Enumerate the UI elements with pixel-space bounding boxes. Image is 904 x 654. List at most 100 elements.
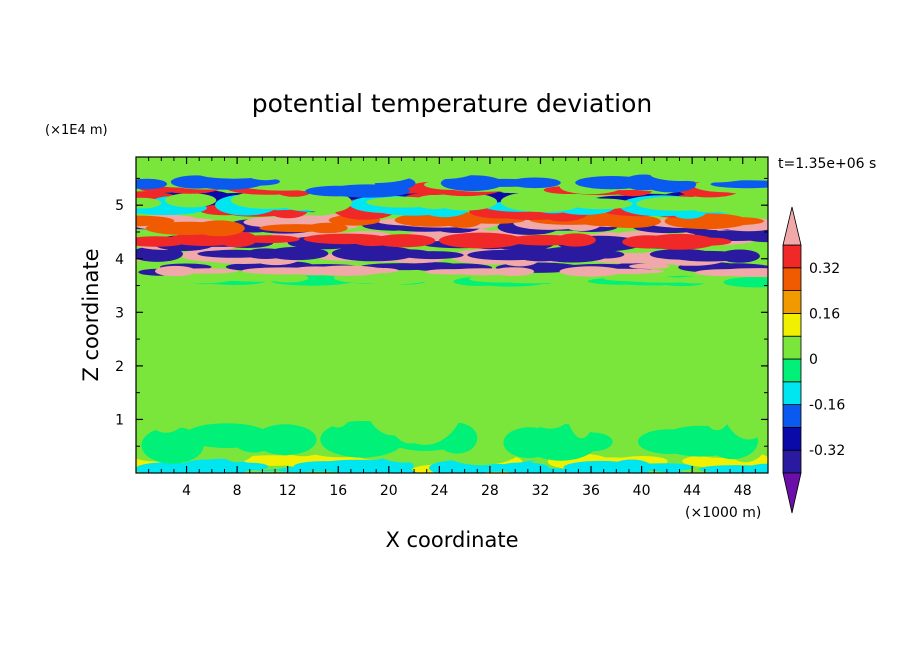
contour-patch xyxy=(136,462,198,473)
contour-patch xyxy=(155,265,196,277)
y-tick-label: 1 xyxy=(115,412,124,428)
x-unit-label: (×1000 m) xyxy=(685,505,761,521)
contour-patch xyxy=(141,426,204,464)
contour-patch xyxy=(723,277,768,288)
contour-patch xyxy=(227,462,269,471)
contour-patch xyxy=(690,237,732,246)
contour-patch xyxy=(193,220,245,237)
contour-patch xyxy=(598,302,662,413)
contour-patch xyxy=(300,191,352,213)
contour-patch xyxy=(442,280,484,412)
colorbar-segment xyxy=(782,381,802,405)
contour-patch xyxy=(664,290,749,423)
colorbar-segment xyxy=(782,449,802,474)
contour-patch xyxy=(310,265,384,276)
colorbar-tick-label: 0 xyxy=(809,352,818,368)
y-tick-label: 4 xyxy=(115,252,124,268)
contour-patch xyxy=(136,165,193,177)
contour-patch xyxy=(136,236,187,247)
contour-patch xyxy=(712,321,764,389)
contour-patch xyxy=(254,424,317,456)
contour-patch xyxy=(632,463,695,472)
contour-patch xyxy=(331,162,416,184)
colorbar-segment xyxy=(782,335,802,360)
x-tick-label: 36 xyxy=(582,483,600,499)
contour-field xyxy=(136,157,768,473)
colorbar-segment xyxy=(782,244,802,269)
colorbar-segment xyxy=(782,404,802,428)
contour-patch xyxy=(237,235,300,244)
x-tick-label: 32 xyxy=(532,483,550,499)
contour-patch xyxy=(642,233,717,250)
contour-patch xyxy=(164,193,217,208)
contour-patch xyxy=(555,233,596,247)
contour-patch xyxy=(434,193,498,211)
contour-patch xyxy=(136,197,162,209)
x-tick-label: 40 xyxy=(633,483,651,499)
y-axis: 1 2 3 4 5 xyxy=(115,177,768,447)
contour-patch xyxy=(403,276,444,282)
colorbar-tick-label: 0.32 xyxy=(809,261,840,277)
x-tick-label: 12 xyxy=(279,483,297,499)
chart-title: potential temperature deviation xyxy=(252,89,652,118)
colorbar-top-arrow xyxy=(782,206,802,246)
colorbar-tick-label: -0.16 xyxy=(809,398,845,414)
contour-patch xyxy=(355,274,429,285)
contour-patch xyxy=(328,304,381,393)
contour-patch xyxy=(438,232,523,249)
contour-patch xyxy=(719,249,760,263)
x-axis-label: X coordinate xyxy=(385,528,518,552)
contour-patch xyxy=(570,198,633,210)
colorbar-segment xyxy=(782,426,802,451)
contour-patch xyxy=(537,273,590,284)
colorbar-bottom-arrow xyxy=(782,472,802,514)
time-label: t=1.35e+06 s xyxy=(778,156,876,172)
contour-patch xyxy=(401,251,464,260)
contour-patch xyxy=(583,250,625,259)
x-tick-label: 48 xyxy=(734,483,752,499)
y-axis-label: Z coordinate xyxy=(79,248,103,381)
y-tick-label: 3 xyxy=(115,305,124,321)
contour-patch xyxy=(500,191,585,213)
colorbar-segment xyxy=(782,267,802,291)
x-tick-label: 20 xyxy=(380,483,398,499)
colorbar-tick-label: -0.32 xyxy=(809,443,845,459)
x-tick-label: 44 xyxy=(683,483,701,499)
colorbar-segment xyxy=(782,358,802,383)
contour-patch xyxy=(358,267,399,274)
contour-patch xyxy=(266,246,329,261)
contour-patch xyxy=(136,309,175,398)
x-tick-label: 4 xyxy=(182,483,191,499)
contour-patch xyxy=(746,463,768,473)
contour-patch xyxy=(580,268,665,275)
contour-patch xyxy=(175,268,238,274)
y-tick-label: 5 xyxy=(115,198,124,214)
contour-patch xyxy=(719,157,760,173)
contour-patch xyxy=(136,275,181,285)
contour-patch xyxy=(673,276,725,284)
contour-patch xyxy=(493,267,535,276)
contour-patch xyxy=(307,222,348,234)
colorbar: -0.32 -0.16 0 0.16 0.32 xyxy=(782,206,845,514)
x-tick-label: 16 xyxy=(329,483,347,499)
colorbar-tick-label: 0.16 xyxy=(809,306,840,322)
contour-patch xyxy=(509,177,561,189)
contour-patch xyxy=(710,180,768,189)
contour-patch xyxy=(629,263,670,269)
y-unit-label: (×1E4 m) xyxy=(45,123,108,138)
contour-patch xyxy=(136,178,168,190)
contour-patch xyxy=(193,269,245,401)
contour-patch xyxy=(266,164,329,182)
contour-patch xyxy=(715,268,768,277)
contour-patch xyxy=(136,215,175,227)
x-tick-label: 24 xyxy=(430,483,448,499)
colorbar-segment xyxy=(782,290,802,314)
colorbar-segment xyxy=(782,312,802,337)
contour-patch xyxy=(598,214,662,228)
x-tick-label: 8 xyxy=(233,483,242,499)
contour-patch xyxy=(740,228,768,243)
contour-patch xyxy=(267,273,309,283)
x-axis: 4 8 12 16 20 24 28 32 36 40 44 48 xyxy=(148,157,756,499)
x-tick-label: 28 xyxy=(481,483,499,499)
